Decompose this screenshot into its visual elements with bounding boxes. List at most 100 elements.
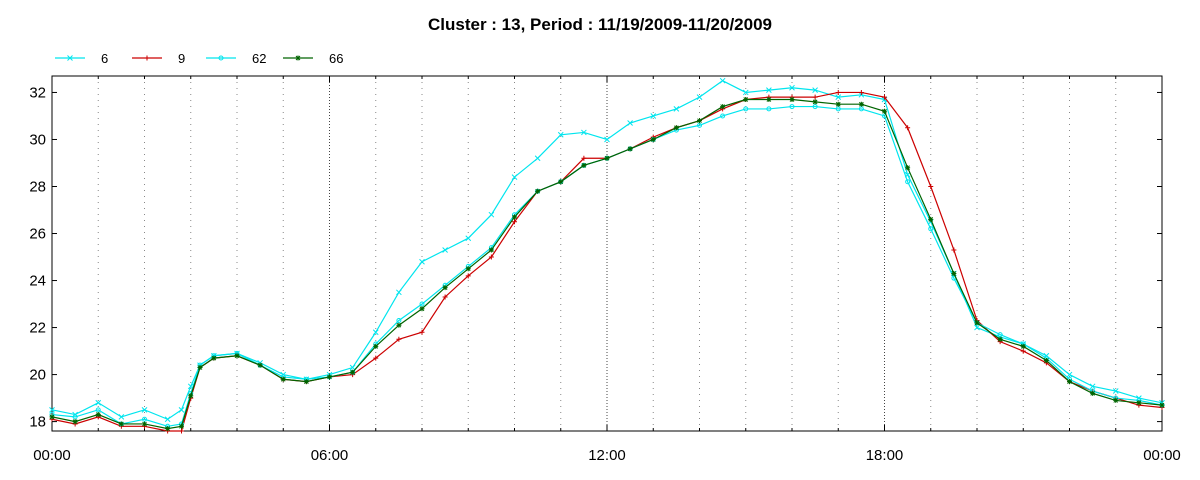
x-axis: 00:00 06:00 12:00 18:00 00:00 xyxy=(33,447,1181,464)
data-point-9 xyxy=(905,125,911,131)
data-point-6 xyxy=(627,120,633,126)
data-point-66 xyxy=(974,320,980,326)
legend-label: 6 xyxy=(101,51,108,66)
chart-title: Cluster : 13, Period : 11/19/2009-11/20/… xyxy=(428,15,772,34)
y-tick-label: 20 xyxy=(29,367,46,384)
data-point-6 xyxy=(95,399,102,406)
data-point-66 xyxy=(419,306,425,312)
data-point-66 xyxy=(327,374,332,380)
data-point-66 xyxy=(789,97,795,103)
data-point-9 xyxy=(812,94,818,100)
data-point-66 xyxy=(1043,357,1049,363)
data-point-66 xyxy=(673,125,679,131)
data-point-66 xyxy=(95,412,101,418)
data-point-66 xyxy=(280,376,286,382)
data-point-66 xyxy=(1136,400,1142,406)
data-point-66 xyxy=(812,99,818,105)
data-point-66 xyxy=(465,266,471,272)
data-point-6 xyxy=(488,211,495,218)
data-point-66 xyxy=(905,165,911,171)
data-point-9 xyxy=(419,329,425,335)
data-point-9 xyxy=(835,89,841,95)
data-point-9 xyxy=(581,155,587,161)
data-point-66 xyxy=(197,365,203,371)
y-axis: 18 20 22 24 26 28 30 32 xyxy=(29,84,1162,431)
data-point-6 xyxy=(581,129,587,136)
x-tick-label: 18:00 xyxy=(866,447,904,464)
y-tick-label: 24 xyxy=(29,273,46,290)
data-point-66 xyxy=(442,285,448,291)
data-point-62 xyxy=(142,416,147,422)
data-point-66 xyxy=(627,146,633,152)
legend-marker xyxy=(67,55,73,61)
data-point-66 xyxy=(650,136,656,142)
data-point-66 xyxy=(512,214,517,220)
series-layer xyxy=(49,77,1165,434)
series-66 xyxy=(49,97,1165,432)
y-tick-label: 22 xyxy=(29,320,46,337)
legend-item-9: 9 xyxy=(132,51,185,66)
data-point-66 xyxy=(882,108,887,114)
data-point-6 xyxy=(141,406,148,413)
data-point-9 xyxy=(928,183,934,189)
data-point-9 xyxy=(512,219,517,225)
data-point-66 xyxy=(1067,379,1072,385)
data-point-6 xyxy=(835,94,842,101)
x-tick-label: 00:00 xyxy=(33,447,71,464)
x-tick-label: 12:00 xyxy=(588,447,626,464)
data-point-6 xyxy=(349,364,356,371)
data-point-9 xyxy=(373,355,379,361)
data-point-6 xyxy=(673,106,680,112)
data-point-6 xyxy=(1066,371,1073,378)
data-point-62 xyxy=(743,106,749,112)
data-point-6 xyxy=(1112,388,1119,394)
data-point-62 xyxy=(835,106,841,112)
data-point-66 xyxy=(373,343,379,349)
data-point-6 xyxy=(534,155,541,162)
data-point-6 xyxy=(1089,383,1096,390)
x-tick-label: 06:00 xyxy=(311,447,349,464)
data-point-62 xyxy=(997,332,1003,338)
data-point-66 xyxy=(142,421,147,427)
data-point-66 xyxy=(928,216,934,222)
data-point-66 xyxy=(118,421,124,427)
data-point-62 xyxy=(720,113,726,119)
data-point-66 xyxy=(558,179,564,185)
data-point-62 xyxy=(72,414,78,420)
data-point-6 xyxy=(650,113,657,119)
data-point-66 xyxy=(49,414,55,420)
data-point-9 xyxy=(882,94,887,100)
legend-label: 9 xyxy=(178,51,185,66)
data-point-6 xyxy=(604,136,610,143)
data-point-66 xyxy=(951,270,957,276)
data-point-9 xyxy=(488,254,494,260)
data-point-6 xyxy=(396,289,402,296)
data-point-6 xyxy=(419,258,425,265)
data-point-6 xyxy=(511,174,518,180)
data-point-62 xyxy=(858,106,864,112)
data-point-66 xyxy=(1090,390,1096,396)
data-point-62 xyxy=(419,301,425,307)
data-point-66 xyxy=(535,188,541,194)
data-point-6 xyxy=(465,235,472,242)
legend-marker xyxy=(218,55,224,61)
data-point-66 xyxy=(1159,402,1165,408)
data-point-66 xyxy=(581,162,587,168)
data-point-6 xyxy=(974,324,980,331)
legend-label: 62 xyxy=(252,51,266,66)
data-point-6 xyxy=(442,247,448,253)
minor-ticks xyxy=(51,76,1163,431)
data-point-6 xyxy=(742,89,749,96)
legend-item-66: 66 xyxy=(283,51,343,66)
x-tick-label: 00:00 xyxy=(1143,447,1181,464)
data-point-6 xyxy=(49,406,55,413)
data-point-66 xyxy=(396,322,402,328)
data-point-62 xyxy=(697,122,702,128)
data-point-6 xyxy=(372,329,379,336)
data-point-66 xyxy=(604,155,610,161)
data-point-6 xyxy=(719,77,726,84)
data-point-66 xyxy=(188,393,194,399)
data-point-66 xyxy=(165,426,171,432)
data-point-66 xyxy=(1113,397,1119,403)
